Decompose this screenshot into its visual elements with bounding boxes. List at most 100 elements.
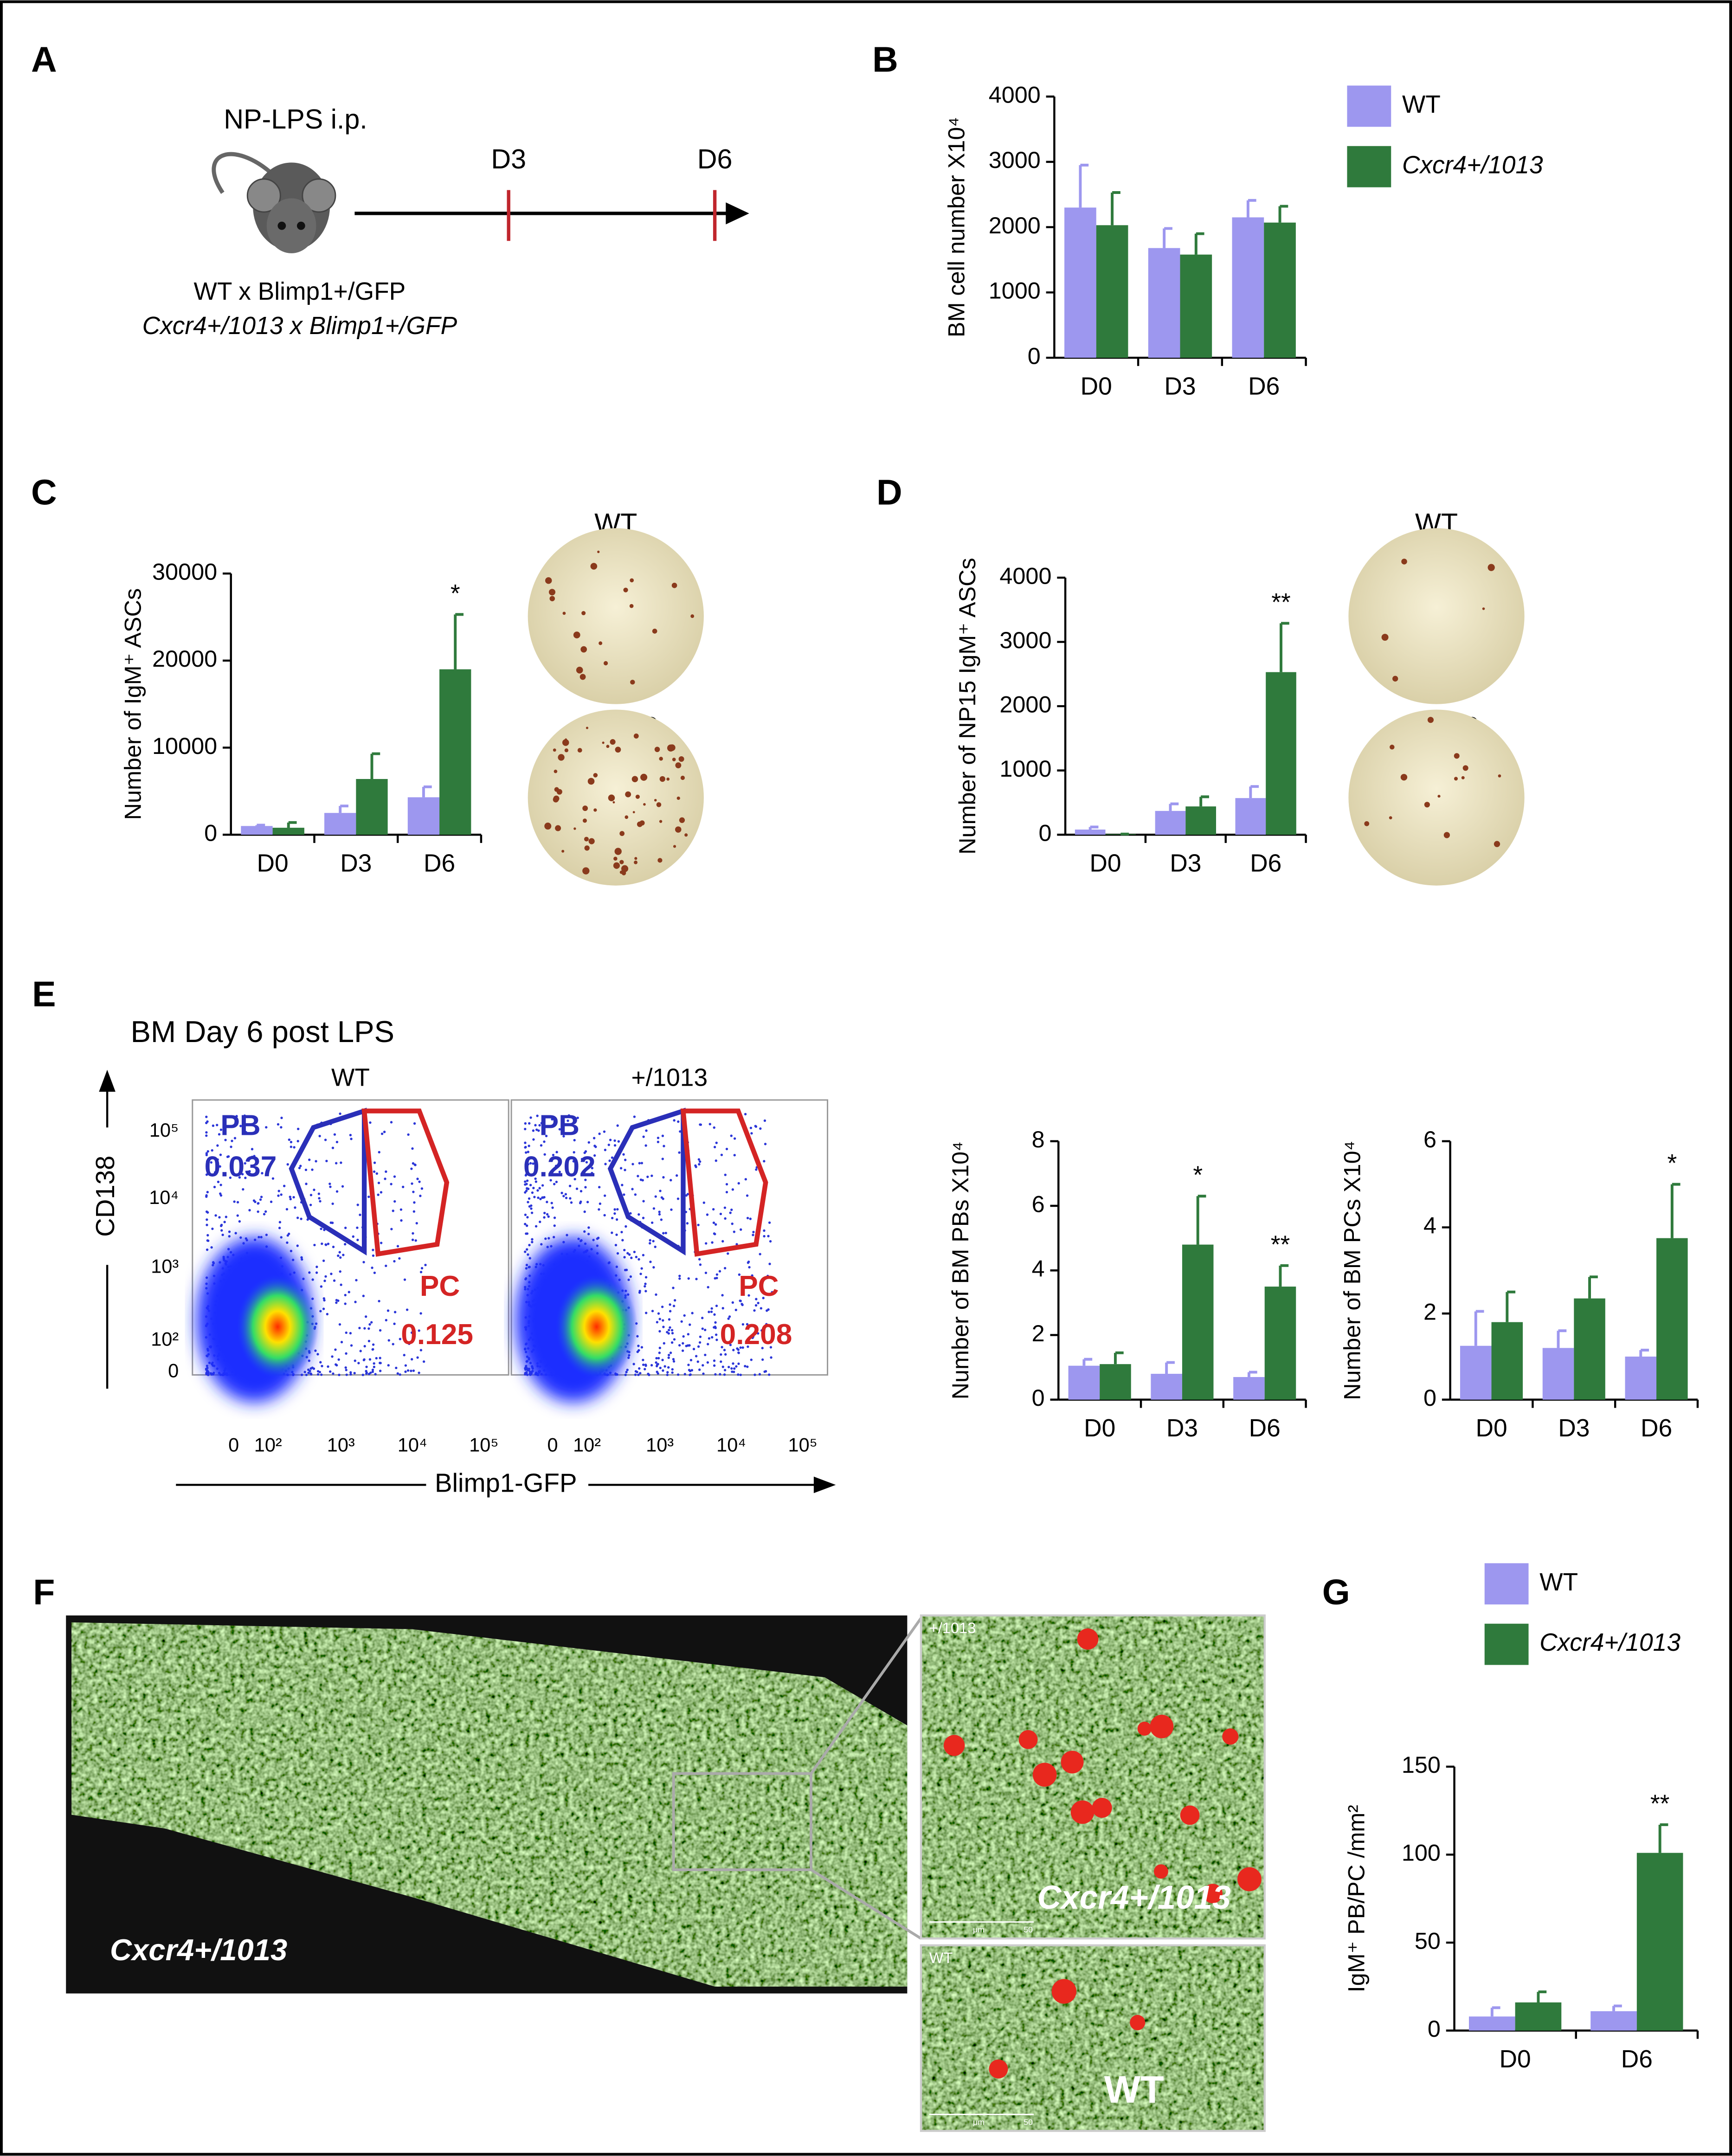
flow-event [359,1350,362,1352]
flow-event [759,1127,762,1130]
flow-event [330,1273,333,1275]
flow-event [668,1318,671,1321]
flow-event [205,1121,208,1125]
flow-event [411,1358,413,1361]
flow-event [349,1373,352,1376]
flow-event [393,1322,396,1325]
flow-event [248,1170,251,1173]
flow-event [524,1183,527,1186]
flow-event [669,1310,672,1313]
error-bar [287,821,297,828]
flow-event [316,1373,320,1376]
error-bar [1557,1329,1567,1348]
elispot-spot [584,837,589,842]
flow-event [687,1277,690,1280]
elispot-spot [582,818,587,823]
flow-event [670,1208,673,1211]
flow-event [720,1360,722,1363]
legend-swatch [1484,1563,1529,1605]
flow-event [308,1271,311,1274]
flow-event [587,1226,590,1229]
flow-event [710,1307,713,1310]
flow-event [569,1197,572,1200]
flow-event [680,1320,683,1323]
flow-event [585,1161,588,1164]
plasma-cell [1061,1751,1084,1774]
flow-event [746,1216,749,1220]
flow-event [340,1161,342,1164]
flow-event [609,1139,612,1141]
flow-event [753,1309,756,1312]
flow-event [286,1163,289,1166]
flow-event [236,1201,239,1203]
flow-event [644,1285,646,1288]
y-tick-label: 0 [1428,2015,1441,2042]
flow-event [657,1140,660,1144]
flow-event [326,1313,329,1316]
flow-event [341,1185,344,1188]
flow-event [587,1233,590,1236]
flow-event [764,1370,767,1373]
flow-event [303,1371,306,1373]
flow-event [380,1133,384,1135]
flow-event [322,1307,325,1310]
panel-letter: D [876,473,902,513]
flow-event [655,1361,657,1364]
flow-event [727,1252,729,1255]
flow-event [524,1250,527,1253]
elispot-spot [1437,795,1441,798]
elispot-spot [580,646,587,653]
flow-event [697,1158,701,1161]
gate-name: PB [540,1110,579,1142]
flow-event [338,1323,341,1326]
flow-event [662,1326,665,1328]
flow-event [378,1300,380,1303]
flow-event [525,1224,528,1227]
flow-event [652,1266,655,1269]
flow-event [305,1183,308,1185]
flow-event [217,1180,220,1184]
flow-event [599,1202,602,1205]
flow-event [737,1182,740,1185]
bar [1151,1374,1182,1400]
elispot-spot [549,596,555,601]
x-tick-label: D0 [1500,2046,1531,2073]
elispot-spot [576,667,583,674]
flow-event [676,1373,680,1376]
flow-event [691,1312,694,1314]
flow-event [244,1162,246,1165]
flow-event [373,1271,376,1274]
elispot-spot [679,817,685,823]
flow-event [730,1367,733,1370]
flow-event [575,1187,579,1190]
flow-event [685,1194,688,1197]
flow-event [367,1195,370,1198]
flow-event [527,1151,529,1153]
elispot-spot [1381,634,1389,641]
flow-event [761,1358,764,1361]
elispot-spot [643,803,646,806]
flow-event [260,1236,263,1239]
flow-event [650,1174,653,1177]
flow-event [644,1276,648,1279]
flow-event [663,1342,665,1345]
flow-event [278,1221,282,1223]
flow-event [300,1217,303,1220]
flow-event [524,1146,527,1149]
flow-event [746,1323,749,1326]
flow-event [739,1346,742,1349]
flow-event [723,1373,726,1376]
flow-event [399,1208,403,1211]
flow-event [322,1259,325,1262]
pb-gate [289,1107,367,1256]
elispot-spot [590,563,598,570]
bar [407,797,440,835]
flow-event [386,1309,390,1312]
flow-event [619,1167,623,1170]
flow-event [659,1190,662,1192]
flow-event [290,1249,293,1253]
flow-event [402,1185,405,1188]
flow-event [731,1188,734,1191]
flow-event [535,1128,538,1131]
elispot-spot [1494,841,1500,847]
